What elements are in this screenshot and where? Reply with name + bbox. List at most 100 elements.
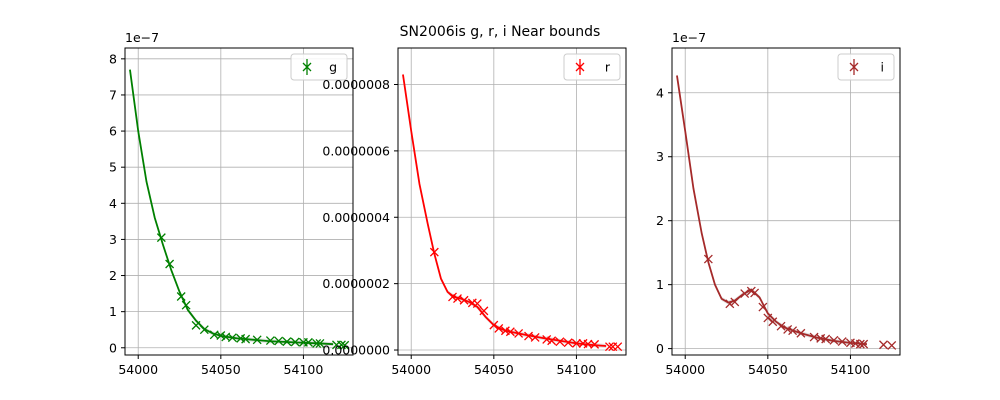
observation-marker xyxy=(855,339,865,349)
observation-marker xyxy=(613,342,623,352)
model-uncertainty-band xyxy=(402,72,607,349)
y-tick-label: 6 xyxy=(109,124,117,139)
observation-marker xyxy=(448,292,457,302)
observation-marker xyxy=(472,299,482,309)
observation-marker xyxy=(542,334,552,344)
x-tick-label: 54100 xyxy=(284,362,324,377)
observation-marker xyxy=(879,340,888,350)
x-tick-label: 54000 xyxy=(665,362,705,377)
observation-marker xyxy=(555,337,565,347)
observation-marker xyxy=(181,300,191,310)
x-tick-label: 54050 xyxy=(474,362,514,377)
legend-box xyxy=(837,53,895,81)
y-tick-label: 7 xyxy=(109,87,117,102)
figure-title: SN2006is g, r, i Near bounds xyxy=(399,24,601,40)
observation-marker xyxy=(216,331,226,340)
y-tick-label: 4 xyxy=(109,196,117,211)
y-tick-label: 3 xyxy=(109,232,117,247)
observation-marker xyxy=(788,326,798,336)
panel-g: 54000 54050 54100 0 1 2 3 4 5 6 7 8 1e−7 g xyxy=(109,30,354,377)
observation-marker xyxy=(605,342,614,352)
y-tick-label: 5 xyxy=(109,160,117,175)
legend-marker xyxy=(849,59,859,75)
observation-marker xyxy=(429,247,439,257)
observation-marker xyxy=(703,254,713,264)
observation-marker xyxy=(282,337,292,347)
y-tick-label: 0.0000008 xyxy=(322,77,390,92)
legend: g xyxy=(290,53,348,81)
y-tick-label: 0.0000002 xyxy=(322,276,390,291)
axes-frame xyxy=(671,47,901,356)
observation-marker xyxy=(479,306,489,316)
observation-marker xyxy=(768,317,778,327)
observation-marker xyxy=(547,336,557,346)
observation-marker xyxy=(563,338,573,348)
legend: r xyxy=(563,53,621,81)
x-tick-label: 54050 xyxy=(748,362,788,377)
observation-marker xyxy=(740,289,750,299)
observation-marker xyxy=(571,338,581,348)
legend-box xyxy=(290,53,348,81)
y-tick-label: 0 xyxy=(656,341,664,356)
observation-marker xyxy=(241,334,251,344)
x-tick-label: 54100 xyxy=(831,362,871,377)
observation-marker xyxy=(489,320,499,330)
observation-marker xyxy=(315,338,325,348)
observation-marker xyxy=(590,339,600,349)
panel-i: 54000 54050 54100 0 1 2 3 4 1e−7 i xyxy=(656,30,901,377)
model-uncertainty-band xyxy=(129,67,334,347)
y-tick-label: 0.0000000 xyxy=(322,343,390,358)
x-tick-label: 54000 xyxy=(391,362,431,377)
axes-frame xyxy=(397,47,627,356)
observation-marker xyxy=(837,337,847,347)
observation-marker xyxy=(156,233,166,243)
legend: i xyxy=(837,53,895,81)
observation-marker xyxy=(265,336,275,346)
observation-marker xyxy=(725,299,735,309)
observation-marker xyxy=(859,339,869,349)
observation-marker xyxy=(583,339,593,349)
observation-marker xyxy=(274,336,284,346)
observation-marker xyxy=(290,337,300,347)
observation-marker xyxy=(776,321,786,331)
observation-marker xyxy=(530,332,540,342)
axes-frame xyxy=(124,47,354,356)
y-tick-label: 0.0000006 xyxy=(322,143,390,158)
observation-marker xyxy=(252,335,262,345)
observation-marker xyxy=(303,337,313,347)
observation-marker xyxy=(227,333,237,343)
model-line xyxy=(129,69,334,346)
panel-r: 54000 54050 54100 0.0000000 0.0000002 0.00000… xyxy=(322,47,627,377)
y-tick-label: 3 xyxy=(656,149,664,164)
observation-marker xyxy=(730,297,740,307)
y-tick-label: 0.0000004 xyxy=(322,210,390,225)
observation-marker xyxy=(176,292,186,301)
legend-label: g xyxy=(329,60,337,75)
x-tick-label: 54100 xyxy=(557,362,597,377)
y-tick-label: 2 xyxy=(109,268,117,283)
legend-label: r xyxy=(605,60,611,75)
observation-marker xyxy=(494,323,504,333)
observation-marker xyxy=(453,294,462,304)
observation-marker xyxy=(763,313,773,323)
observation-marker xyxy=(821,334,831,344)
model-line xyxy=(676,75,868,346)
x-tick-label: 54050 xyxy=(201,362,241,377)
observation-marker xyxy=(199,325,209,335)
observation-marker xyxy=(340,340,350,350)
observation-marker xyxy=(165,259,175,269)
observation-marker xyxy=(191,320,201,330)
legend-marker xyxy=(302,59,312,75)
y-tick-label: 8 xyxy=(109,51,117,66)
legend-box xyxy=(563,53,621,81)
y-offset-text: 1e−7 xyxy=(672,30,706,45)
x-tick-label: 54000 xyxy=(118,362,158,377)
observation-marker xyxy=(829,335,839,345)
observation-marker xyxy=(796,328,806,338)
model-line xyxy=(402,74,607,347)
model-uncertainty-band xyxy=(676,73,867,347)
observation-marker xyxy=(459,295,469,305)
observation-marker xyxy=(505,327,515,337)
observation-marker xyxy=(758,302,768,312)
